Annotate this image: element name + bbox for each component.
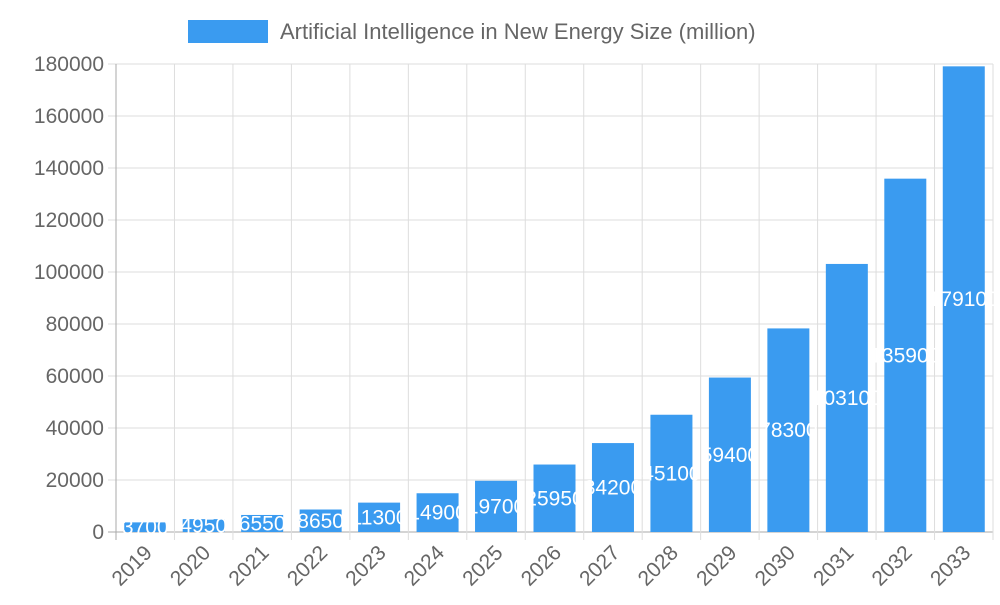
x-tick-label: 2021 [224,541,273,590]
data-label-2028: 45100 [642,462,700,485]
bar-2021 [241,514,284,532]
bar-2020 [182,519,225,532]
bar-2025 [475,480,518,532]
data-label-2025: 19700 [467,495,525,518]
bar-2022 [299,509,342,532]
data-label-2019: 3700 [122,516,169,539]
data-label-2024: 14900 [408,502,466,525]
data-label-2031: 103100 [812,387,882,410]
y-tick-label: 40000 [46,417,104,440]
y-tick-label: 140000 [34,157,104,180]
x-tick-label: 2019 [107,541,156,590]
x-tick-label: 2022 [283,541,332,590]
x-tick-label: 2031 [809,541,858,590]
data-label-2023: 11300 [351,506,408,529]
x-tick-label: 2028 [634,541,683,590]
x-tick-label: 2030 [751,541,800,590]
bar-2026 [533,464,576,532]
data-label-2029: 59400 [701,444,759,467]
bar-2019 [124,522,167,532]
data-label-2032: 135900 [870,344,940,367]
x-tick-label: 2024 [400,541,450,591]
data-label-2033: 179100 [929,288,999,311]
bar-2028 [650,414,693,532]
y-tick-label: 80000 [46,313,104,336]
y-tick-label: 20000 [46,469,104,492]
x-tick-label: 2023 [341,541,390,590]
y-tick-label: 180000 [34,53,104,76]
y-tick-label: 120000 [34,209,104,232]
bar-2027 [591,443,634,532]
data-label-2026: 25950 [525,487,583,510]
y-tick-label: 160000 [34,105,104,128]
bar-2029 [708,377,751,532]
bar-2030 [767,328,810,532]
data-label-2021: 6550 [239,512,286,535]
data-label-2022: 8650 [297,510,344,533]
data-label-2027: 34200 [584,477,642,500]
bar-2033 [942,66,985,532]
data-label-2020: 4950 [180,515,227,538]
gridlines [108,63,994,540]
bar-2023 [358,502,401,532]
y-tick-label: 60000 [46,365,104,388]
x-tick-label: 2025 [458,541,507,590]
bar-2032 [884,178,927,532]
data-label-2030: 78300 [759,419,817,442]
legend-swatch [188,20,268,43]
y-tick-label: 0 [92,521,104,544]
x-tick-label: 2033 [926,541,975,590]
y-tick-label: 100000 [34,261,104,284]
x-tick-label: 2029 [692,541,741,590]
legend-label: Artificial Intelligence in New Energy Si… [280,19,756,44]
x-tick-label: 2020 [166,541,215,590]
bar-2024 [416,493,459,532]
x-tick-label: 2027 [575,541,624,590]
bar-2031 [825,263,868,532]
bars [124,66,985,532]
data-labels: 3700 4950 6550 8650 11300 14900 19700 25950 3420… [122,288,999,539]
x-tick-label: 2026 [517,541,566,590]
x-tick-label: 2032 [868,541,917,590]
legend[interactable]: Artificial Intelligence in New Energy Si… [188,19,756,44]
